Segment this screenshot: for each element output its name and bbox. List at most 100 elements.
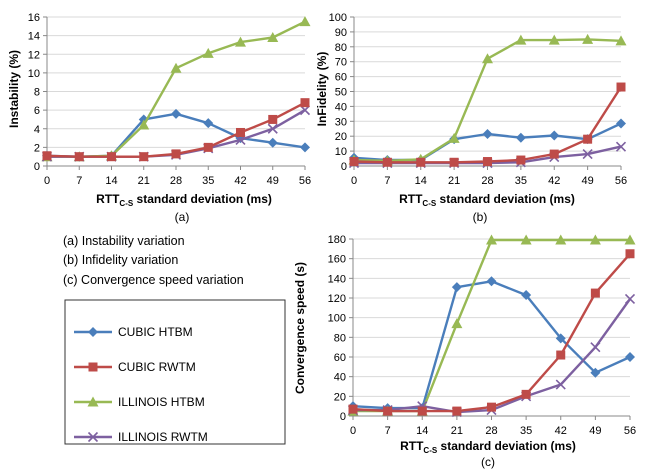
chart-b-point-illinois-rwtm [615, 141, 627, 152]
chart-a-point-cubic-rwtm [107, 152, 116, 162]
chart-c-ytick-label: 140 [328, 273, 346, 285]
chart-c-point-illinois-rwtm [624, 293, 636, 305]
chart-b: 0 10 20 30 40 50 60 70 80 90 100 0 7 14 21 28 35 42 49 56 I… [315, 12, 627, 224]
chart-a-point-cubic-rwtm [42, 151, 52, 161]
chart-c-point-cubic-rwtm [556, 350, 566, 360]
chart-a-point-illinois-htbm [235, 36, 246, 47]
chart-c-point-cubic-rwtm [590, 288, 600, 298]
legend-label-cubic-htbm: CUBIC HTBM [118, 325, 193, 339]
chart-b-point-cubic-rwtm [516, 155, 526, 165]
chart-c-point-illinois-htbm [555, 234, 567, 245]
legend-label-cubic-rwtm: CUBIC RWTM [118, 360, 196, 374]
chart-a-ylabel: Instability (%) [7, 50, 21, 128]
chart-a-point-cubic-htbm [203, 118, 214, 129]
chart-c-point-cubic-htbm [590, 367, 601, 378]
legend-items: CUBIC HTBM CUBIC RWTM ILLINOIS HTBM ILLINOI… [74, 325, 208, 444]
chart-a: 0 2 4 6 8 10 12 14 16 0 7 14 21 28 35 42 49 56 Instabilit… [7, 12, 311, 224]
chart-b-point-illinois-rwtm [582, 149, 593, 160]
chart-c-point-cubic-rwtm [383, 406, 393, 416]
chart-b-point-cubic-rwtm [583, 134, 593, 144]
chart-c-ytick-label: 100 [328, 313, 346, 325]
chart-c-point-illinois-rwtm [590, 342, 601, 353]
chart-b-point-cubic-rwtm [549, 149, 559, 159]
chart-c-xlabel-rest: standard deviation (ms) [437, 439, 576, 453]
chart-a-xtick-label: 28 [170, 175, 182, 187]
chart-a-xlabel-main: RTT [96, 192, 120, 206]
legend-item-illinois-rwtm: ILLINOIS RWTM [74, 430, 208, 444]
chart-c-point-cubic-rwtm [452, 406, 462, 416]
chart-c-ytick-label: 120 [328, 293, 346, 305]
chart-a-point-cubic-rwtm [203, 142, 213, 152]
chart-c-xtick-label: 28 [485, 425, 497, 437]
chart-a-ytick-label: 8 [34, 87, 40, 99]
chart-b-xtick-label: 56 [615, 175, 627, 187]
chart-a-xtick-label: 21 [138, 175, 150, 187]
chart-a-series [41, 16, 311, 162]
chart-a-point-cubic-htbm [267, 137, 278, 148]
chart-c-xtick-label: 49 [589, 425, 601, 437]
chart-c-point-cubic-htbm [555, 333, 566, 344]
chart-b-xtick-label: 28 [481, 175, 493, 187]
chart-b-ytick-label: 70 [335, 57, 347, 69]
chart-b-point-illinois-htbm [615, 35, 627, 46]
chart-b-point-illinois-htbm [482, 53, 493, 64]
chart-c-xlabel: RTTC-S standard deviation (ms) [400, 439, 576, 455]
chart-c-point-cubic-htbm [625, 352, 635, 362]
chart-b-ytick-label: 20 [335, 131, 347, 143]
chart-c-xtick-label: 7 [385, 425, 391, 437]
chart-a-xlabel-rest: standard deviation (ms) [133, 192, 272, 206]
chart-a-point-cubic-htbm [300, 142, 310, 153]
chart-b-point-cubic-htbm [549, 130, 560, 141]
chart-a-point-cubic-rwtm [139, 152, 149, 162]
chart-c-xtick-label: 56 [624, 425, 636, 437]
chart-a-ytick-label: 14 [28, 31, 40, 43]
chart-c-point-cubic-rwtm [348, 404, 358, 414]
chart-b-xlabel: RTTC-S standard deviation (ms) [399, 192, 575, 208]
chart-a-point-illinois-htbm [170, 62, 182, 73]
chart-c-point-cubic-rwtm [487, 402, 496, 412]
chart-c-line-cubic-htbm [352, 280, 631, 410]
chart-b-point-cubic-htbm [482, 128, 493, 139]
chart-b-xtick-label: 0 [351, 175, 357, 187]
chart-b-point-cubic-rwtm [382, 157, 392, 167]
chart-c-ytick-label: 180 [328, 234, 346, 246]
chart-a-axes: 0 2 4 6 8 10 12 14 16 0 7 14 21 28 35 42 49 56 [28, 12, 311, 187]
chart-a-xlabel-sub: C-S [119, 199, 133, 208]
chart-a-ytick-label: 4 [34, 124, 40, 136]
chart-c-xtick-label: 14 [416, 425, 428, 437]
chart-a-caption: (a) [175, 210, 190, 224]
chart-b-xtick-label: 35 [515, 175, 527, 187]
chart-a-point-cubic-rwtm [268, 114, 278, 124]
chart-b-series-illinois-htbm [348, 33, 627, 166]
chart-b-point-cubic-htbm [616, 118, 626, 129]
chart-b-ytick-label: 50 [335, 87, 347, 99]
chart-b-ytick-label: 40 [335, 101, 347, 113]
chart-b-axes: 0 10 20 30 40 50 60 70 80 90 100 0 7 14 21 28 35 42 49 56 [329, 12, 627, 187]
chart-c-ytick-label: 80 [334, 332, 346, 344]
chart-a-point-illinois-htbm [299, 16, 311, 27]
chart-a-ytick-label: 6 [34, 105, 40, 117]
chart-b-ylabel: InFidelity (%) [315, 52, 329, 127]
chart-a-point-cubic-rwtm [171, 149, 181, 159]
chart-c-point-illinois-htbm [486, 234, 497, 245]
chart-a-xtick-label: 35 [202, 175, 214, 187]
chart-b-ytick-label: 0 [341, 161, 347, 173]
chart-b-xlabel-main: RTT [399, 192, 423, 206]
chart-b-xtick-label: 7 [384, 175, 390, 187]
chart-c-xlabel-sub: C-S [423, 446, 437, 455]
chart-b-point-cubic-rwtm [416, 157, 426, 167]
chart-b-xtick-label: 14 [415, 175, 427, 187]
legend-marker-illinois-rwtm [87, 431, 99, 443]
note-c: (c) Convergence speed variation [63, 273, 244, 287]
chart-b-point-cubic-htbm [515, 132, 526, 143]
legend-item-illinois-htbm: ILLINOIS HTBM [74, 395, 205, 409]
chart-a-ytick-label: 12 [28, 49, 40, 61]
chart-a-point-illinois-rwtm [267, 123, 278, 134]
chart-b-point-cubic-rwtm [483, 157, 492, 167]
chart-c-point-illinois-htbm [451, 318, 463, 329]
chart-c-point-illinois-htbm [520, 234, 532, 245]
chart-a-series-cubic-rwtm [42, 98, 310, 162]
chart-c-xtick-label: 0 [350, 425, 356, 437]
chart-c-point-cubic-htbm [486, 276, 497, 287]
